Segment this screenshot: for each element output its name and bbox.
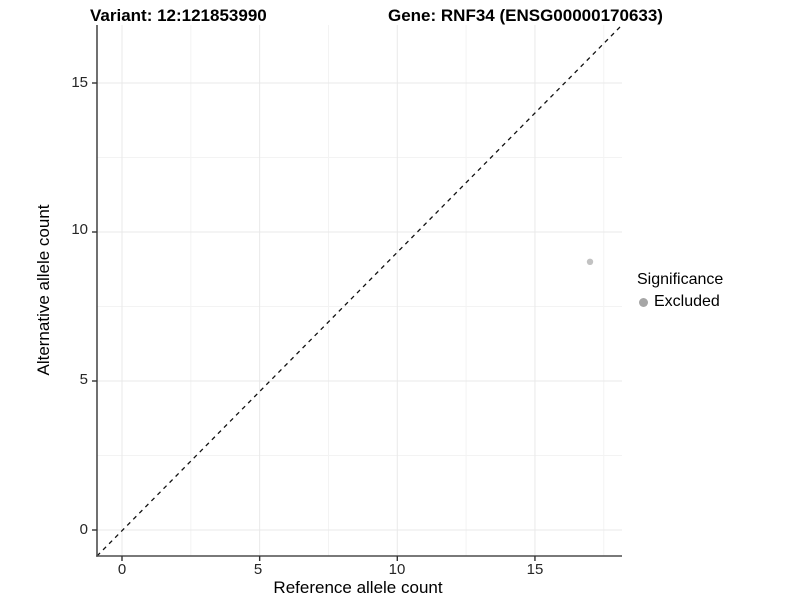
identity-dashed-line <box>96 24 623 557</box>
y-tick-label-10: 10 <box>71 220 88 238</box>
legend-title: Significance <box>637 271 724 288</box>
legend: Significance Excluded <box>637 271 723 311</box>
legend-item-label: Excluded <box>654 293 720 310</box>
x-tick-label-0: 0 <box>117 561 127 578</box>
legend-item-excluded: Excluded <box>639 293 723 311</box>
y-tick-label-0: 0 <box>79 520 88 538</box>
x-axis-title: Reference allele count <box>273 578 443 597</box>
plot-title-variant: Variant: 12:121853990 <box>90 6 267 25</box>
y-tick-label-15: 15 <box>71 73 88 91</box>
data-point <box>586 258 594 265</box>
x-tick-label-15: 15 <box>526 561 544 578</box>
y-tick-label-5: 5 <box>79 370 88 388</box>
x-tick-label-5: 5 <box>253 561 263 578</box>
y-axis-title: Alternative allele count <box>34 204 53 376</box>
excluded-point-icon <box>639 297 648 307</box>
plot-title-gene: Gene: RNF34 (ENSG00000170633) <box>388 6 663 25</box>
x-tick-label-10: 10 <box>388 561 406 578</box>
